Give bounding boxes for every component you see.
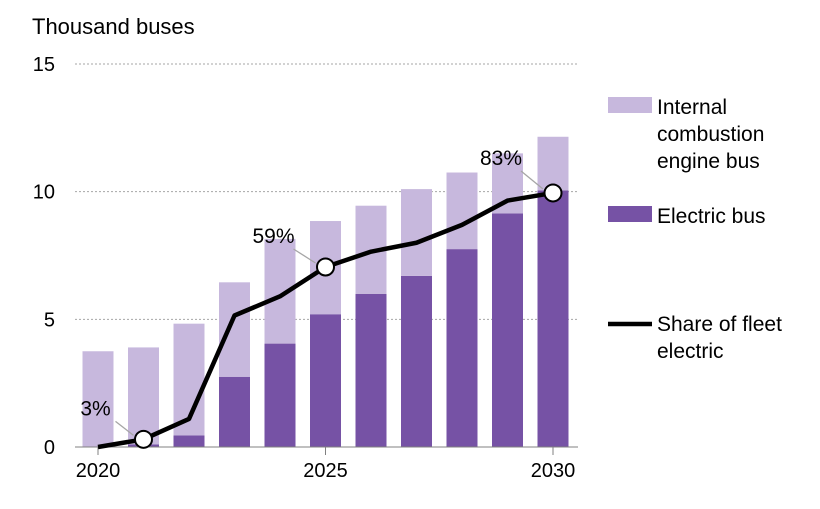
bar-internal-combustion-engine-bus-2029 [492,153,523,214]
legend-label-share-of-fleet-electric-line-2: electric [657,340,724,363]
bar-electric-bus-2025 [310,314,341,447]
leader-2021 [115,420,134,436]
x-tick-label-2030: 2030 [531,460,576,482]
y-tick-labels: 0 5 10 15 [33,54,55,459]
bar-internal-combustion-engine-bus-2030 [537,136,569,191]
marker-2021 [134,429,153,449]
x-axis [75,446,578,455]
x-tick-label-2025: 2025 [303,460,348,482]
x-tick-label-2020: 2020 [76,460,121,482]
bar-internal-combustion-engine-bus-2028 [446,172,478,250]
y-tick-15: 15 [33,54,55,76]
marker-2025 [316,257,335,277]
y-tick-10: 10 [33,182,55,204]
annotations: 3% 59% 83% [80,147,563,449]
bar-internal-combustion-engine-bus-2021 [128,347,159,445]
bar-electric-bus-2022 [173,435,205,447]
leader-2025 [293,248,316,264]
annotation-label-2030: 83% [480,147,522,170]
legend-label-internal-combustion-engine-bus-line-1: Internal [657,96,727,119]
legend-swatch-electric-bus [608,206,652,222]
legend-label-share-of-fleet-electric-line-1: Share of fleet [657,313,782,336]
annotation-leaders [115,170,544,436]
annotation-label-2021: 3% [80,397,110,420]
bars [82,136,569,447]
legend: Internal combustion engine bus Electric bus… [608,96,782,363]
bar-electric-bus-2027 [401,275,432,447]
bar-electric-bus-2030 [537,190,569,447]
legend-swatch-internal-combustion-engine-bus [608,97,652,113]
y-axis-title: Thousand buses [32,14,195,39]
legend-label-internal-combustion-engine-bus-line-2: combustion [657,123,764,146]
leader-2030 [520,170,544,190]
bar-electric-bus-2026 [355,293,387,447]
annotation-label-2025: 59% [252,225,294,248]
marker-2030 [543,183,563,203]
y-tick-5: 5 [44,309,55,331]
x-tick-labels: 2020 2025 2030 [76,460,576,482]
bar-electric-bus-2023 [219,376,250,447]
bar-electric-bus-2024 [264,343,296,447]
legend-label-internal-combustion-engine-bus-line-3: engine bus [657,150,760,173]
bar-electric-bus-2028 [446,249,478,447]
bar-electric-bus-2029 [492,213,523,447]
bar-internal-combustion-engine-bus-2023 [219,282,250,377]
bar-internal-combustion-engine-bus-2020 [82,351,114,447]
y-tick-0: 0 [44,437,55,459]
legend-label-electric-bus-line-1: Electric bus [657,205,766,228]
bar-internal-combustion-engine-bus-2027 [401,189,432,276]
